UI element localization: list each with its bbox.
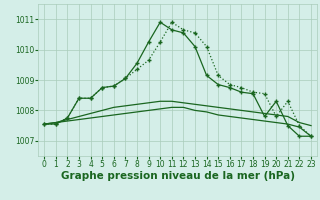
X-axis label: Graphe pression niveau de la mer (hPa): Graphe pression niveau de la mer (hPa) xyxy=(60,171,295,181)
